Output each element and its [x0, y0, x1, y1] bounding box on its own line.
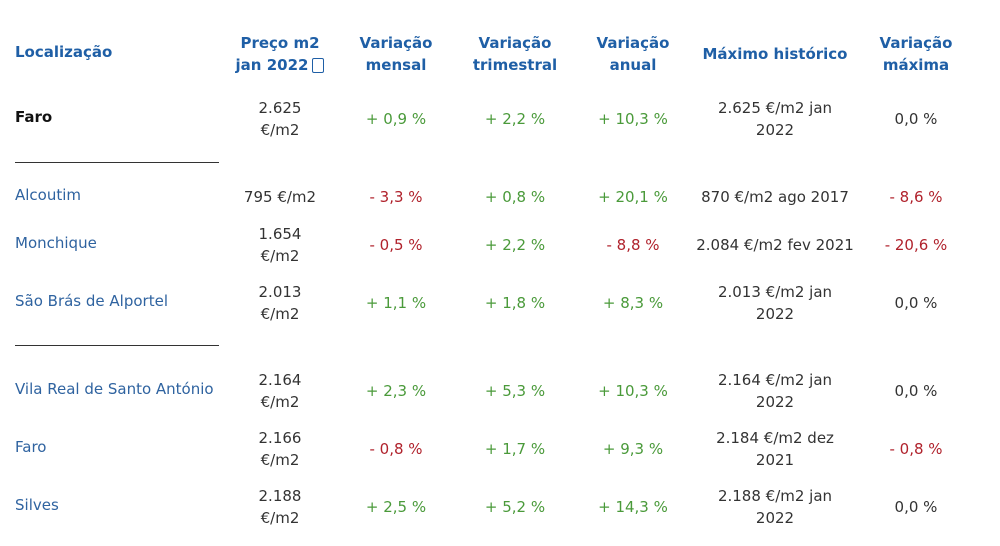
header-monthly[interactable]: Variação mensal: [346, 32, 446, 76]
row-historical-max: 2.164 €/m2 jan 2022: [690, 369, 860, 413]
price-value: 2.625: [258, 99, 302, 117]
max-line1: 2.188 €/m2 jan: [717, 487, 833, 505]
header-monthly-line1: Variação: [359, 34, 433, 52]
price-unit: €/m2: [260, 121, 300, 139]
row-price: 2.625 €/m2: [225, 97, 335, 141]
row-maxvar: 0,0 %: [894, 382, 938, 400]
header-maxvar-line1: Variação: [879, 34, 953, 52]
header-quarterly[interactable]: Variação trimestral: [462, 32, 568, 76]
max-line2: 2022: [755, 305, 795, 323]
row-historical-max: 2.625 €/m2 jan 2022: [690, 97, 860, 141]
max-line1: 2.184 €/m2 dez: [716, 429, 834, 447]
row-location-link[interactable]: Faro: [15, 438, 47, 456]
header-maxvar[interactable]: Variação máxima: [866, 32, 966, 76]
row-price: 2.164 €/m2: [225, 369, 335, 413]
header-location[interactable]: Localização: [15, 43, 113, 61]
row-maxvar: - 8,6 %: [889, 188, 943, 206]
price-value: 2.166: [258, 429, 302, 447]
header-price-line1: Preço m2: [240, 34, 320, 52]
header-price-date: jan 2022: [235, 56, 309, 74]
row-maxvar: 0,0 %: [894, 498, 938, 516]
price-unit: €/m2: [260, 451, 300, 469]
row-quarterly: + 2,2 %: [484, 236, 546, 254]
header-quarterly-line1: Variação: [478, 34, 552, 52]
price-value: 1.654: [258, 225, 302, 243]
price-value: 2.164: [258, 371, 302, 389]
row-location-link[interactable]: Alcoutim: [15, 186, 82, 204]
max-line1: 2.625 €/m2 jan: [717, 99, 833, 117]
price-unit: €/m2: [260, 247, 300, 265]
max-line1: 2.164 €/m2 jan: [717, 371, 833, 389]
row-quarterly: + 1,8 %: [484, 294, 546, 312]
row-monthly: - 0,8 %: [369, 440, 423, 458]
row-annual: + 8,3 %: [602, 294, 664, 312]
row-location: Faro: [15, 108, 53, 126]
row-location-link[interactable]: Silves: [15, 496, 59, 514]
row-annual: + 9,3 %: [602, 440, 664, 458]
row-price: 2.013 €/m2: [225, 281, 335, 325]
row-quarterly: + 1,7 %: [484, 440, 546, 458]
header-price[interactable]: Preço m2 jan 2022: [225, 32, 335, 76]
header-price-line2: jan 2022: [225, 54, 335, 76]
max-line2: 2022: [755, 509, 795, 527]
row-quarterly: + 0,8 %: [484, 188, 546, 206]
price-unit: €/m2: [260, 393, 300, 411]
divider: [15, 345, 219, 346]
row-annual: - 8,8 %: [606, 236, 660, 254]
row-historical-max: 2.013 €/m2 jan 2022: [690, 281, 860, 325]
header-annual-line1: Variação: [596, 34, 670, 52]
row-price: 795 €/m2: [243, 188, 317, 206]
sort-icon[interactable]: [312, 58, 325, 73]
row-historical-max: 2.188 €/m2 jan 2022: [690, 485, 860, 529]
row-quarterly: + 5,2 %: [484, 498, 546, 516]
row-maxvar: 0,0 %: [894, 110, 938, 128]
row-monthly: + 2,3 %: [365, 382, 427, 400]
row-annual: + 14,3 %: [598, 498, 668, 516]
row-location-link[interactable]: Monchique: [15, 234, 97, 252]
row-monthly: + 2,5 %: [365, 498, 427, 516]
header-annual[interactable]: Variação anual: [583, 32, 683, 76]
row-maxvar: - 20,6 %: [884, 236, 948, 254]
row-location-link[interactable]: Vila Real de Santo António: [15, 380, 214, 398]
divider: [15, 162, 219, 163]
row-historical-max: 870 €/m2 ago 2017: [701, 188, 849, 206]
row-monthly: + 1,1 %: [365, 294, 427, 312]
max-line2: 2021: [755, 451, 795, 469]
row-price: 2.166 €/m2: [225, 427, 335, 471]
row-maxvar: 0,0 %: [894, 294, 938, 312]
row-quarterly: + 2,2 %: [484, 110, 546, 128]
header-historical-max[interactable]: Máximo histórico: [702, 45, 848, 63]
row-location-link[interactable]: São Brás de Alportel: [15, 292, 168, 310]
header-monthly-line2: mensal: [365, 56, 427, 74]
price-unit: €/m2: [260, 509, 300, 527]
max-line2: 2022: [755, 121, 795, 139]
price-value: 2.188: [258, 487, 302, 505]
header-maxvar-line2: máxima: [882, 56, 950, 74]
row-annual: + 10,3 %: [598, 110, 668, 128]
price-value: 2.013: [258, 283, 302, 301]
row-maxvar: - 0,8 %: [889, 440, 943, 458]
max-line1: 2.013 €/m2 jan: [717, 283, 833, 301]
row-annual: + 20,1 %: [598, 188, 668, 206]
header-quarterly-line2: trimestral: [472, 56, 558, 74]
row-price: 1.654 €/m2: [225, 223, 335, 267]
row-price: 2.188 €/m2: [225, 485, 335, 529]
row-quarterly: + 5,3 %: [484, 382, 546, 400]
max-line2: 2022: [755, 393, 795, 411]
row-monthly: - 3,3 %: [369, 188, 423, 206]
row-historical-max: 2.184 €/m2 dez 2021: [690, 427, 860, 471]
row-monthly: + 0,9 %: [365, 110, 427, 128]
price-unit: €/m2: [260, 305, 300, 323]
row-monthly: - 0,5 %: [369, 236, 423, 254]
row-historical-max: 2.084 €/m2 fev 2021: [696, 236, 854, 254]
row-annual: + 10,3 %: [598, 382, 668, 400]
header-annual-line2: anual: [609, 56, 657, 74]
